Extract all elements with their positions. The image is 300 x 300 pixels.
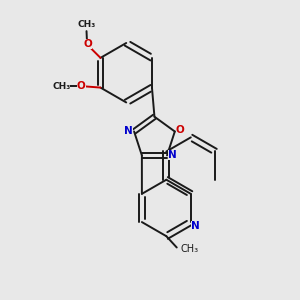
Text: N: N — [191, 220, 200, 231]
Text: N: N — [124, 127, 133, 136]
Text: O: O — [176, 125, 184, 135]
Text: O: O — [83, 40, 92, 50]
Text: CH₃: CH₃ — [52, 82, 70, 91]
Text: O: O — [77, 81, 85, 91]
Text: N: N — [168, 150, 177, 161]
Text: CH₃: CH₃ — [180, 244, 198, 254]
Text: CH₃: CH₃ — [77, 20, 96, 29]
